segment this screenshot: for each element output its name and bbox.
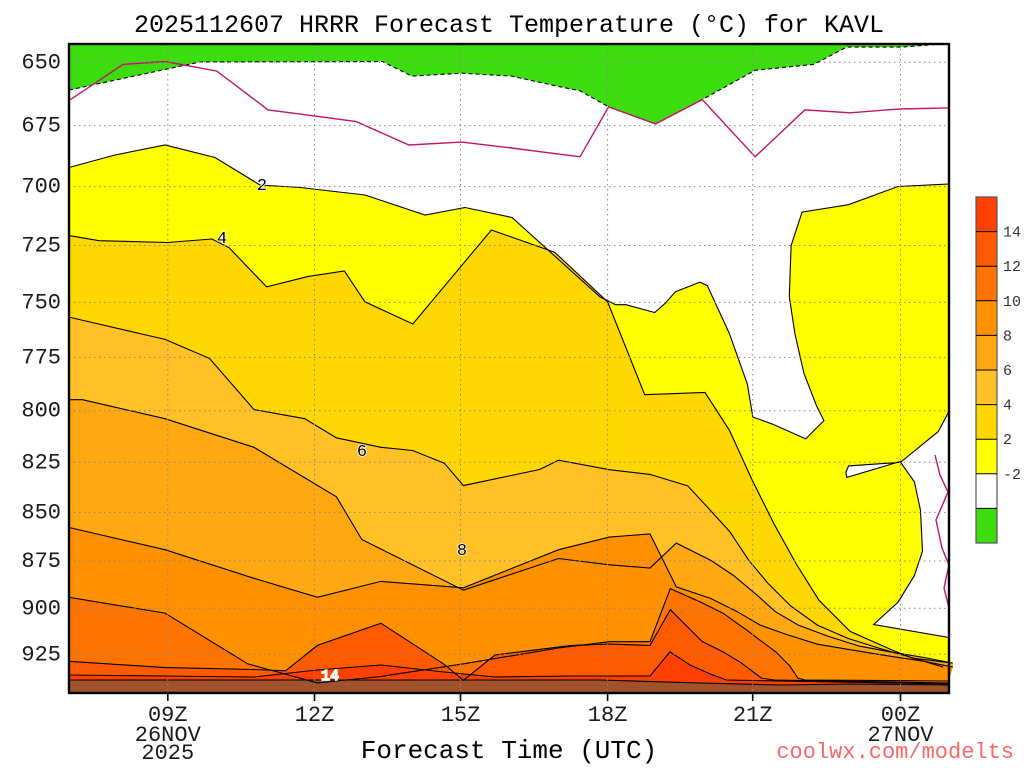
svg-text:12Z: 12Z	[295, 703, 335, 728]
svg-text:-2: -2	[1003, 467, 1021, 484]
svg-text:10: 10	[1003, 294, 1021, 311]
svg-text:18Z: 18Z	[588, 703, 628, 728]
svg-text:650: 650	[21, 50, 61, 75]
svg-text:12: 12	[1003, 259, 1021, 276]
svg-text:14: 14	[321, 668, 339, 685]
svg-text:925: 925	[21, 642, 61, 667]
svg-text:14: 14	[1003, 225, 1021, 242]
svg-text:850: 850	[21, 500, 61, 525]
svg-text:6: 6	[357, 443, 367, 462]
svg-text:8: 8	[1003, 328, 1012, 345]
svg-text:21Z: 21Z	[733, 703, 773, 728]
svg-text:725: 725	[21, 234, 61, 259]
svg-text:750: 750	[21, 290, 61, 315]
svg-text:2025112607 HRRR Forecast Tempe: 2025112607 HRRR Forecast Temperature (°C…	[134, 11, 884, 40]
svg-text:2: 2	[1003, 432, 1012, 449]
svg-text:825: 825	[21, 450, 61, 475]
svg-text:900: 900	[21, 596, 61, 621]
svg-text:2: 2	[257, 177, 267, 196]
svg-text:4: 4	[217, 230, 227, 249]
svg-text:15Z: 15Z	[441, 703, 481, 728]
svg-text:4: 4	[1003, 398, 1012, 415]
svg-text:700: 700	[21, 175, 61, 200]
svg-text:775: 775	[21, 345, 61, 370]
svg-text:800: 800	[21, 399, 61, 424]
svg-text:coolwx.com/modelts: coolwx.com/modelts	[776, 740, 1014, 765]
svg-text:8: 8	[457, 542, 467, 561]
svg-text:675: 675	[21, 114, 61, 139]
svg-text:2025: 2025	[141, 741, 194, 766]
svg-text:6: 6	[1003, 363, 1012, 380]
svg-text:875: 875	[21, 549, 61, 574]
svg-text:Forecast Time (UTC): Forecast Time (UTC)	[361, 736, 657, 766]
